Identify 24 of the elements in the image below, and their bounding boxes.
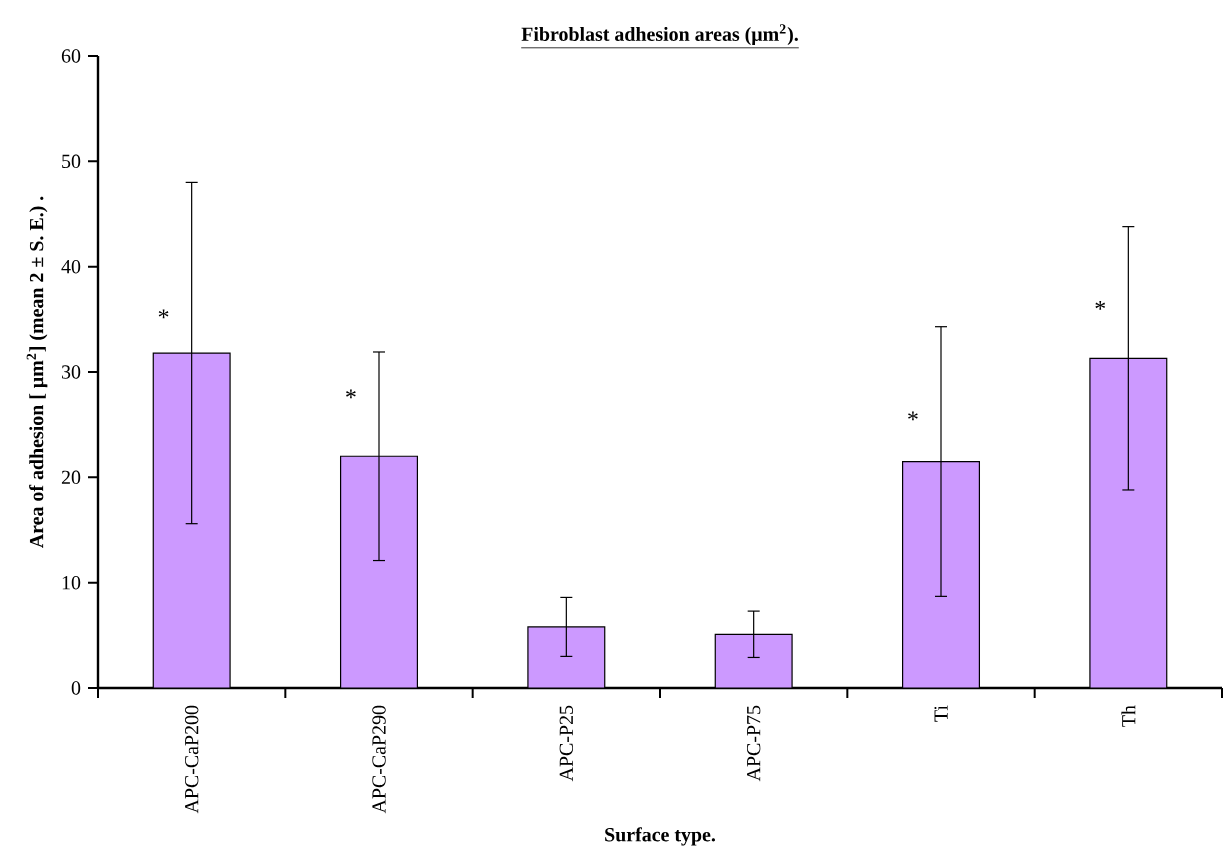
bar bbox=[1089, 357, 1168, 688]
bar bbox=[339, 455, 419, 688]
annotation: * bbox=[908, 411, 918, 421]
y-tick-label: 50 bbox=[62, 154, 81, 169]
y-axis-title: Area of adhesion [ μm$^{2}$] (mean 2 ± S. E.) . bbox=[26, 196, 48, 549]
x-tick-label: APC-P75 bbox=[746, 705, 761, 782]
annotation: * bbox=[346, 389, 356, 399]
annotation: * bbox=[1095, 300, 1106, 310]
y-tick-label: 20 bbox=[61, 470, 81, 485]
x-tick-label: APC-CaP200 bbox=[184, 705, 199, 814]
x-tick-label: Ti bbox=[934, 705, 948, 722]
bar bbox=[714, 633, 793, 688]
bar bbox=[527, 626, 606, 688]
y-tick-label: 40 bbox=[61, 259, 81, 274]
x-axis-title: Surface type. bbox=[605, 827, 715, 846]
x-tick-label: APC-P25 bbox=[559, 705, 574, 782]
chart-title: Fibroblast adhesion areas (μm$^{2}$). bbox=[521, 24, 798, 46]
y-tick-label: 10 bbox=[62, 575, 81, 590]
y-tick-label: 30 bbox=[62, 365, 81, 379]
x-tick-label: Th bbox=[1121, 705, 1136, 727]
y-tick-label: 0 bbox=[71, 681, 81, 695]
y-tick-label: 60 bbox=[61, 49, 81, 63]
annotation: * bbox=[158, 309, 169, 319]
x-tick-label: APC-CaP290 bbox=[372, 705, 386, 814]
